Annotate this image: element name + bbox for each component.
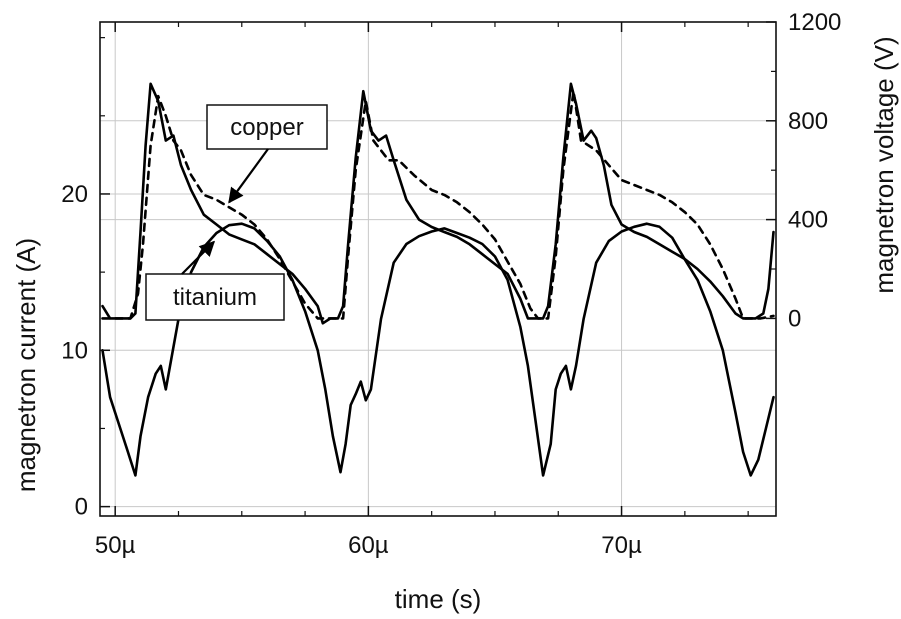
y-right-tick-label: 1200 [788, 9, 841, 36]
series-line-current [101, 222, 775, 477]
x-tick-label: 70µ [601, 532, 642, 559]
series-line-titanium [101, 82, 775, 325]
y-axis-right-title: magnetron voltage (V) [869, 36, 899, 293]
x-tick-label: 50µ [95, 532, 136, 559]
y-left-tick-label: 0 [75, 494, 88, 521]
y-right-tick-label: 0 [788, 305, 801, 332]
x-tick-label: 60µ [348, 532, 389, 559]
ticks [100, 21, 776, 516]
annotation-label-titanium: titanium [173, 284, 257, 311]
annotation-label-copper: copper [230, 114, 303, 141]
x-axis-title: time (s) [395, 584, 482, 614]
annotation-arrow-titanium [181, 240, 216, 275]
annotation-box-copper [206, 104, 328, 150]
annotation-box-titanium [145, 273, 285, 321]
plot-frame [99, 21, 777, 517]
annotations: copper titanium [145, 104, 328, 321]
y-axis-left-title: magnetron current (A) [11, 238, 41, 492]
tick-labels: 50µ 60µ 70µ 0 10 20 0 400 800 1200 [61, 9, 841, 559]
series-line-copper [101, 89, 775, 320]
y-right-tick-label: 800 [788, 108, 828, 135]
y-right-tick-label: 400 [788, 207, 828, 234]
grid [100, 22, 776, 516]
y-left-tick-label: 10 [61, 337, 88, 364]
y-left-tick-label: 20 [61, 181, 88, 208]
annotation-arrow-copper [228, 148, 269, 204]
plot-border [99, 21, 777, 517]
